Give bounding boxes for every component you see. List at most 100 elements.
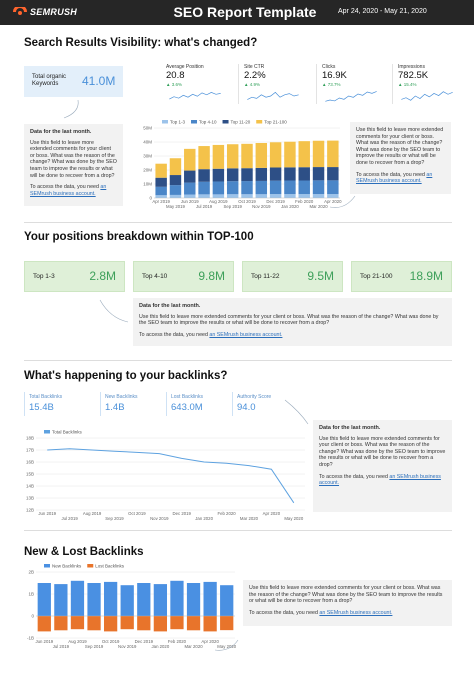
x-tick-label: Nov 2019 <box>118 644 137 649</box>
bar <box>54 616 68 631</box>
section-title: Your positions breakdown within TOP-100 <box>24 231 254 243</box>
account-link[interactable]: an SEMrush business account. <box>209 331 283 338</box>
sparkline <box>401 91 453 101</box>
x-tick-label: Aug 2019 <box>83 511 102 516</box>
legend-label: New Backlinks <box>52 563 82 568</box>
bar <box>54 584 68 616</box>
note-access: To access the data, you need <box>356 171 425 178</box>
account-link[interactable]: an SEMrush business account. <box>356 171 433 185</box>
x-tick-label: Jun 2019 <box>38 511 56 516</box>
bar <box>327 167 339 181</box>
date-range[interactable]: Apr 24, 2020 - May 21, 2020 <box>338 8 427 15</box>
y-tick-label: 0 <box>149 196 152 201</box>
bar <box>241 181 253 195</box>
card-value: 18.9M <box>409 269 443 283</box>
card-label: Top 21-100 <box>360 273 393 280</box>
bar <box>327 140 339 168</box>
bar <box>198 146 210 170</box>
x-tick-label: Jun 2019 <box>35 639 53 644</box>
bar <box>186 616 201 631</box>
metric-label: Impressions <box>398 64 425 70</box>
metric-label: Authority Score <box>237 394 272 400</box>
metric-change: ▲ 3.6% <box>166 82 182 87</box>
bar <box>120 585 134 616</box>
bar <box>153 616 168 632</box>
card-value: 9.8M <box>198 269 225 283</box>
bar <box>37 616 51 632</box>
x-tick-label: May 2019 <box>166 204 185 209</box>
bar <box>198 169 210 182</box>
metric-value: 2.2% <box>244 70 266 81</box>
bar <box>212 194 225 198</box>
y-tick-label: 2B <box>28 570 34 575</box>
account-link[interactable]: an SEMrush business account. <box>30 184 107 197</box>
y-tick-label: 30M <box>143 154 152 159</box>
bar <box>155 195 167 198</box>
bar <box>312 167 325 181</box>
sparkline <box>325 91 377 102</box>
account-link[interactable]: an SEMrush business account. <box>319 609 393 616</box>
metric-value: 94.0 <box>237 402 256 413</box>
bar <box>327 180 339 195</box>
metric-value: 1.4B <box>105 402 125 413</box>
bar <box>155 186 167 196</box>
bar <box>327 194 339 198</box>
y-tick-label: 18B <box>26 436 34 441</box>
bar <box>220 616 234 631</box>
note-access: To access the data, you need <box>139 331 208 338</box>
card-label: Total organic Keywords <box>32 74 67 87</box>
metric-label: Average Position <box>166 64 204 70</box>
metric-change: ▲ 73.7% <box>322 82 341 87</box>
account-link[interactable]: an SEMrush business account. <box>319 473 441 487</box>
metric-value: 15.4B <box>29 402 54 413</box>
x-tick-label: Nov 2019 <box>150 516 169 521</box>
divider <box>24 530 452 531</box>
bar <box>284 141 296 168</box>
y-tick-label: 17B <box>26 448 34 453</box>
note-access: To access the data, you need <box>319 473 388 480</box>
bar <box>155 163 167 178</box>
card-label: Top 11-22 <box>251 273 280 280</box>
note-body: Use this field to leave more extended co… <box>30 139 117 179</box>
x-tick-label: Jul 2019 <box>196 204 213 209</box>
bar <box>298 167 310 181</box>
bar <box>169 175 182 186</box>
x-tick-label: May 2020 <box>217 644 236 649</box>
bar <box>255 194 268 198</box>
bar <box>169 194 182 198</box>
x-tick-label: Mar 2020 <box>184 644 203 649</box>
bar <box>269 142 282 168</box>
bar <box>153 584 168 616</box>
bar <box>298 180 310 195</box>
metric-label: New Backlinks <box>105 394 138 400</box>
header-bar: SEMRUSH SEO Report Template Apr 24, 2020… <box>0 0 474 25</box>
y-tick-label: 12B <box>26 508 34 513</box>
bar <box>137 616 151 631</box>
x-tick-label: Jan 2020 <box>152 644 170 649</box>
card-value: 2.8M <box>89 269 116 283</box>
bar <box>184 148 196 171</box>
backlink-metric: Total Backlinks 15.4B <box>24 392 91 416</box>
section-title: Search Results Visibility: what's change… <box>24 37 258 49</box>
x-tick-label: Apr 2019 <box>152 199 170 204</box>
x-tick-label: May 2020 <box>284 516 303 521</box>
legend-swatch <box>191 120 198 124</box>
note-body: Use this field to leave more extended co… <box>319 435 446 468</box>
note-access: To access the data, you need <box>249 609 318 616</box>
note-heading: Data for the last month. <box>30 129 92 135</box>
position-card: Top 4-10 9.8M <box>133 261 234 292</box>
bar <box>87 616 101 631</box>
line-series <box>47 448 295 504</box>
sparkline <box>169 92 221 100</box>
bar <box>284 194 296 198</box>
bar <box>203 616 217 632</box>
legend-label: Lost Backlinks <box>95 563 125 568</box>
bar <box>312 194 325 198</box>
x-tick-label: Dec 2019 <box>173 511 192 516</box>
bar <box>184 194 196 198</box>
bar <box>120 616 134 630</box>
x-tick-label: Oct 2019 <box>102 639 120 644</box>
bar <box>241 143 253 169</box>
note-body: Use this field to leave more extended co… <box>356 127 444 166</box>
